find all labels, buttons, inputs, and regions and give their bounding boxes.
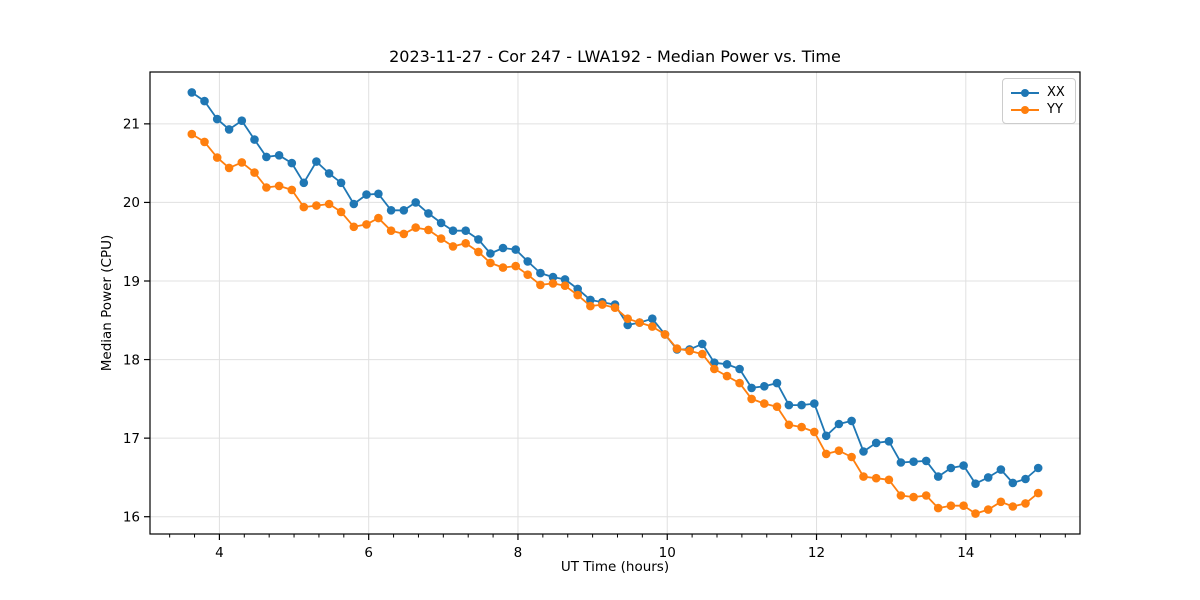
y-axis-label: Median Power (CPU): [99, 234, 115, 372]
svg-text:4: 4: [215, 545, 224, 561]
svg-text:12: 12: [808, 545, 825, 561]
svg-text:14: 14: [957, 545, 974, 561]
legend-item-xx: XX: [1011, 84, 1065, 101]
chart-title: 2023-11-27 - Cor 247 - LWA192 - Median P…: [389, 47, 841, 66]
legend-label-yy: YY: [1047, 102, 1063, 117]
legend: XX YY: [1002, 78, 1076, 124]
svg-text:20: 20: [123, 195, 140, 211]
legend-item-yy: YY: [1011, 101, 1065, 118]
x-axis-label: UT Time (hours): [560, 559, 670, 575]
legend-line-marker-xx-icon: [1011, 88, 1039, 97]
svg-text:17: 17: [123, 431, 140, 447]
svg-text:21: 21: [123, 117, 140, 133]
svg-text:16: 16: [123, 510, 140, 526]
svg-text:10: 10: [659, 545, 676, 561]
svg-text:6: 6: [364, 545, 373, 561]
legend-line-marker-yy-icon: [1011, 105, 1039, 114]
svg-text:8: 8: [514, 545, 523, 561]
svg-text:19: 19: [123, 274, 140, 290]
svg-text:18: 18: [123, 352, 140, 368]
legend-label-xx: XX: [1047, 85, 1065, 100]
